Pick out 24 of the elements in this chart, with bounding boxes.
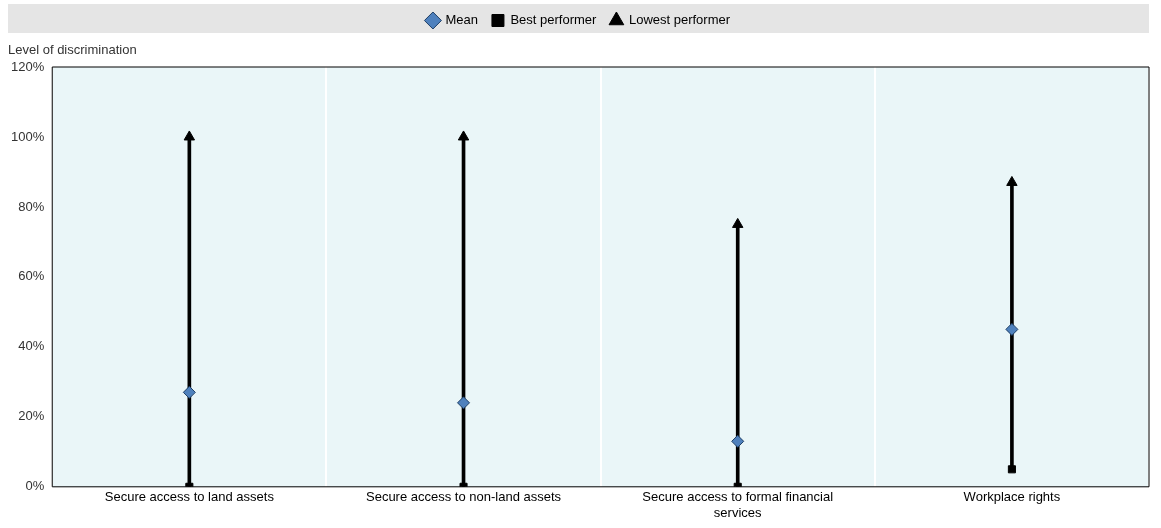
y-tick-label: 100% [11,128,45,144]
y-tick-label: 20% [18,408,45,424]
legend-label: Best performer [510,12,598,28]
point [1007,465,1016,474]
y-tick-label: 120% [11,58,45,74]
point [732,217,744,228]
point [183,130,196,141]
x-tick-label: Workplace rights [963,489,1061,505]
x-tick-label: Secure access to formal financial services [642,489,834,520]
point [1005,322,1019,336]
y-tick-label: 60% [18,268,45,284]
y-axis-title: Level of discrimination [8,42,137,58]
y-tick-label: 80% [18,198,45,214]
point [457,130,470,141]
x-tick-label: Secure access to land assets [104,489,275,505]
y-tick-label: 40% [18,338,45,354]
legend-label: Mean [445,12,478,28]
point [731,434,745,448]
point [1006,175,1018,186]
point [457,396,471,410]
point [182,385,196,399]
x-tick-label: Secure access to non-land assets [365,489,562,505]
legend-label: Lowest performer [628,12,731,28]
y-tick-label: 0% [25,478,45,494]
